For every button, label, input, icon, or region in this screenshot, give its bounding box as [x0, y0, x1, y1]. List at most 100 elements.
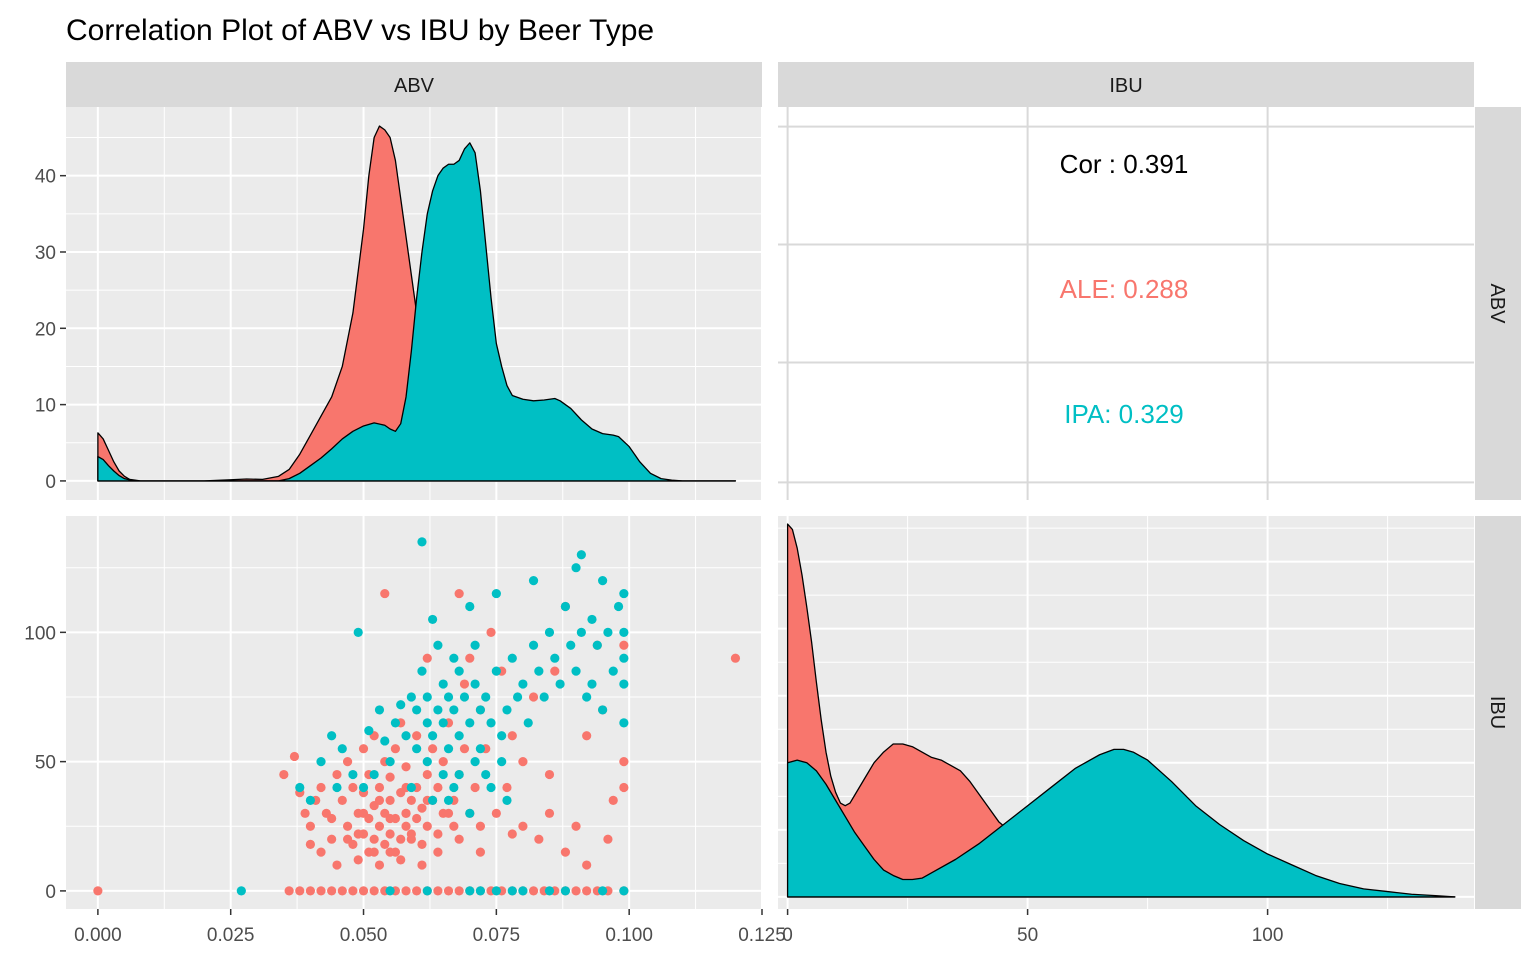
scatter-point-ipa [465, 718, 475, 728]
scatter-point-ale [385, 795, 395, 806]
scatter-point-ale [316, 847, 326, 857]
panel-abv-density [66, 107, 763, 500]
scatter-point-ale [571, 821, 581, 831]
x-axis-ibu-tick-label: 0 [782, 925, 793, 946]
x-axis-abv-tick-label: 0.075 [473, 925, 521, 946]
scatter-point-ipa [592, 640, 602, 650]
scatter-point-ipa [427, 614, 438, 625]
scatter-point-ipa [598, 705, 608, 715]
scatter-point-ipa [422, 886, 432, 896]
scatter-point-ale [374, 860, 385, 870]
scatter-point-ipa [438, 679, 448, 689]
scatter-point-ale [422, 769, 432, 780]
scatter-point-ipa [433, 705, 443, 715]
strip-col-ibu-label: IBU [1109, 75, 1142, 97]
scatter-point-ale [730, 653, 741, 663]
scatter-point-ale [412, 813, 422, 824]
scatter-point-ipa [236, 886, 246, 896]
scatter-point-ale [544, 808, 555, 818]
scatter-point-ipa [587, 679, 597, 689]
scatter-point-ale [316, 782, 326, 793]
scatter-point-ale [358, 886, 369, 896]
scatter-point-ipa [449, 653, 459, 663]
scatter-point-ale [401, 762, 411, 772]
x-axis-abv-tick-label: 0.125 [738, 925, 786, 946]
scatter-point-ipa [454, 666, 464, 676]
x-axis-abv-tick-label: 0.025 [207, 925, 255, 946]
scatter-point-ale [284, 886, 294, 896]
scatter-point-ipa [406, 782, 416, 793]
scatter-point-ale [417, 803, 427, 813]
scatter-point-ale [374, 782, 385, 793]
scatter-point-ipa [486, 782, 496, 793]
correlation-ipa-label: IPA: 0.329 [1064, 399, 1184, 429]
scatter-point-ipa [332, 782, 342, 793]
scatter-point-ipa [459, 692, 470, 702]
scatter-point-ale [401, 821, 411, 831]
scatter-point-ipa [555, 679, 565, 689]
scatter-point-ale [353, 829, 363, 839]
scatter-point-ipa [401, 731, 411, 741]
scatter-point-ale [433, 847, 443, 857]
scatter-point-ale [406, 829, 416, 839]
scatter-point-ipa [470, 757, 480, 767]
scatter-point-ale [518, 821, 528, 831]
panel-abv-ibu-scatter [66, 516, 763, 909]
scatter-point-ale [332, 860, 342, 870]
scatter-point-ipa [576, 550, 586, 560]
correlation-ale-label: ALE: 0.288 [1060, 274, 1189, 304]
scatter-point-ale [422, 821, 432, 831]
scatter-point-ale [305, 821, 315, 831]
scatter-point-ipa [380, 736, 390, 746]
scatter-point-ale [502, 782, 512, 793]
scatter-point-ipa [502, 795, 512, 806]
scatter-point-ipa [619, 653, 629, 663]
y-axis-abv-density-tick-label: 10 [35, 396, 56, 417]
scatter-point-ale [438, 757, 448, 767]
strip-row-ibu-label: IBU [1486, 696, 1508, 729]
scatter-point-ipa [295, 782, 305, 793]
scatter-point-ipa [497, 757, 507, 767]
scatter-point-ale [385, 772, 395, 782]
scatter-point-ale [433, 886, 443, 896]
scatter-point-ipa [364, 725, 374, 736]
scatter-point-ipa [396, 700, 406, 710]
y-axis-abv-density-tick-label: 0 [45, 472, 56, 493]
scatter-point-ipa [497, 731, 507, 741]
scatter-point-ale [443, 808, 454, 818]
scatter-point-ale [454, 588, 464, 599]
scatter-point-ipa [528, 640, 539, 650]
scatter-point-ale [459, 679, 470, 689]
scatter-point-ipa [491, 886, 501, 896]
scatter-point-ale [316, 886, 326, 896]
scatter-point-ipa [438, 718, 448, 728]
scatter-point-ale [390, 744, 401, 754]
y-axis-ibu: 0 50 100 [24, 623, 66, 903]
scatter-point-ipa [582, 692, 592, 702]
scatter-point-ipa [412, 744, 422, 754]
scatter-point-ipa [433, 640, 443, 650]
scatter-point-ale [427, 744, 438, 754]
scatter-point-ipa [619, 588, 629, 599]
scatter-point-ipa [390, 718, 401, 728]
scatter-point-ipa [475, 744, 486, 754]
scatter-point-ipa [613, 601, 624, 612]
scatter-point-ipa [422, 757, 432, 767]
scatter-point-ipa [550, 653, 560, 663]
chart-title: Correlation Plot of ABV vs IBU by Beer T… [66, 14, 654, 47]
scatter-point-ale [327, 813, 337, 824]
scatter-point-ale [528, 692, 539, 702]
scatter-point-ale [300, 808, 310, 818]
scatter-point-ale [369, 886, 379, 896]
y-axis-abv-density: 0 10 20 30 40 [35, 167, 66, 493]
scatter-point-ipa [465, 886, 475, 896]
scatter-point-ipa [608, 666, 618, 676]
scatter-point-ipa [465, 601, 475, 612]
scatter-point-ipa [422, 718, 432, 728]
scatter-point-ipa [369, 769, 379, 780]
x-axis-abv-tick-label: 0.050 [340, 925, 388, 946]
scatter-point-ale [619, 640, 629, 650]
scatter-point-ipa [470, 640, 480, 650]
scatter-point-ipa [544, 627, 555, 637]
